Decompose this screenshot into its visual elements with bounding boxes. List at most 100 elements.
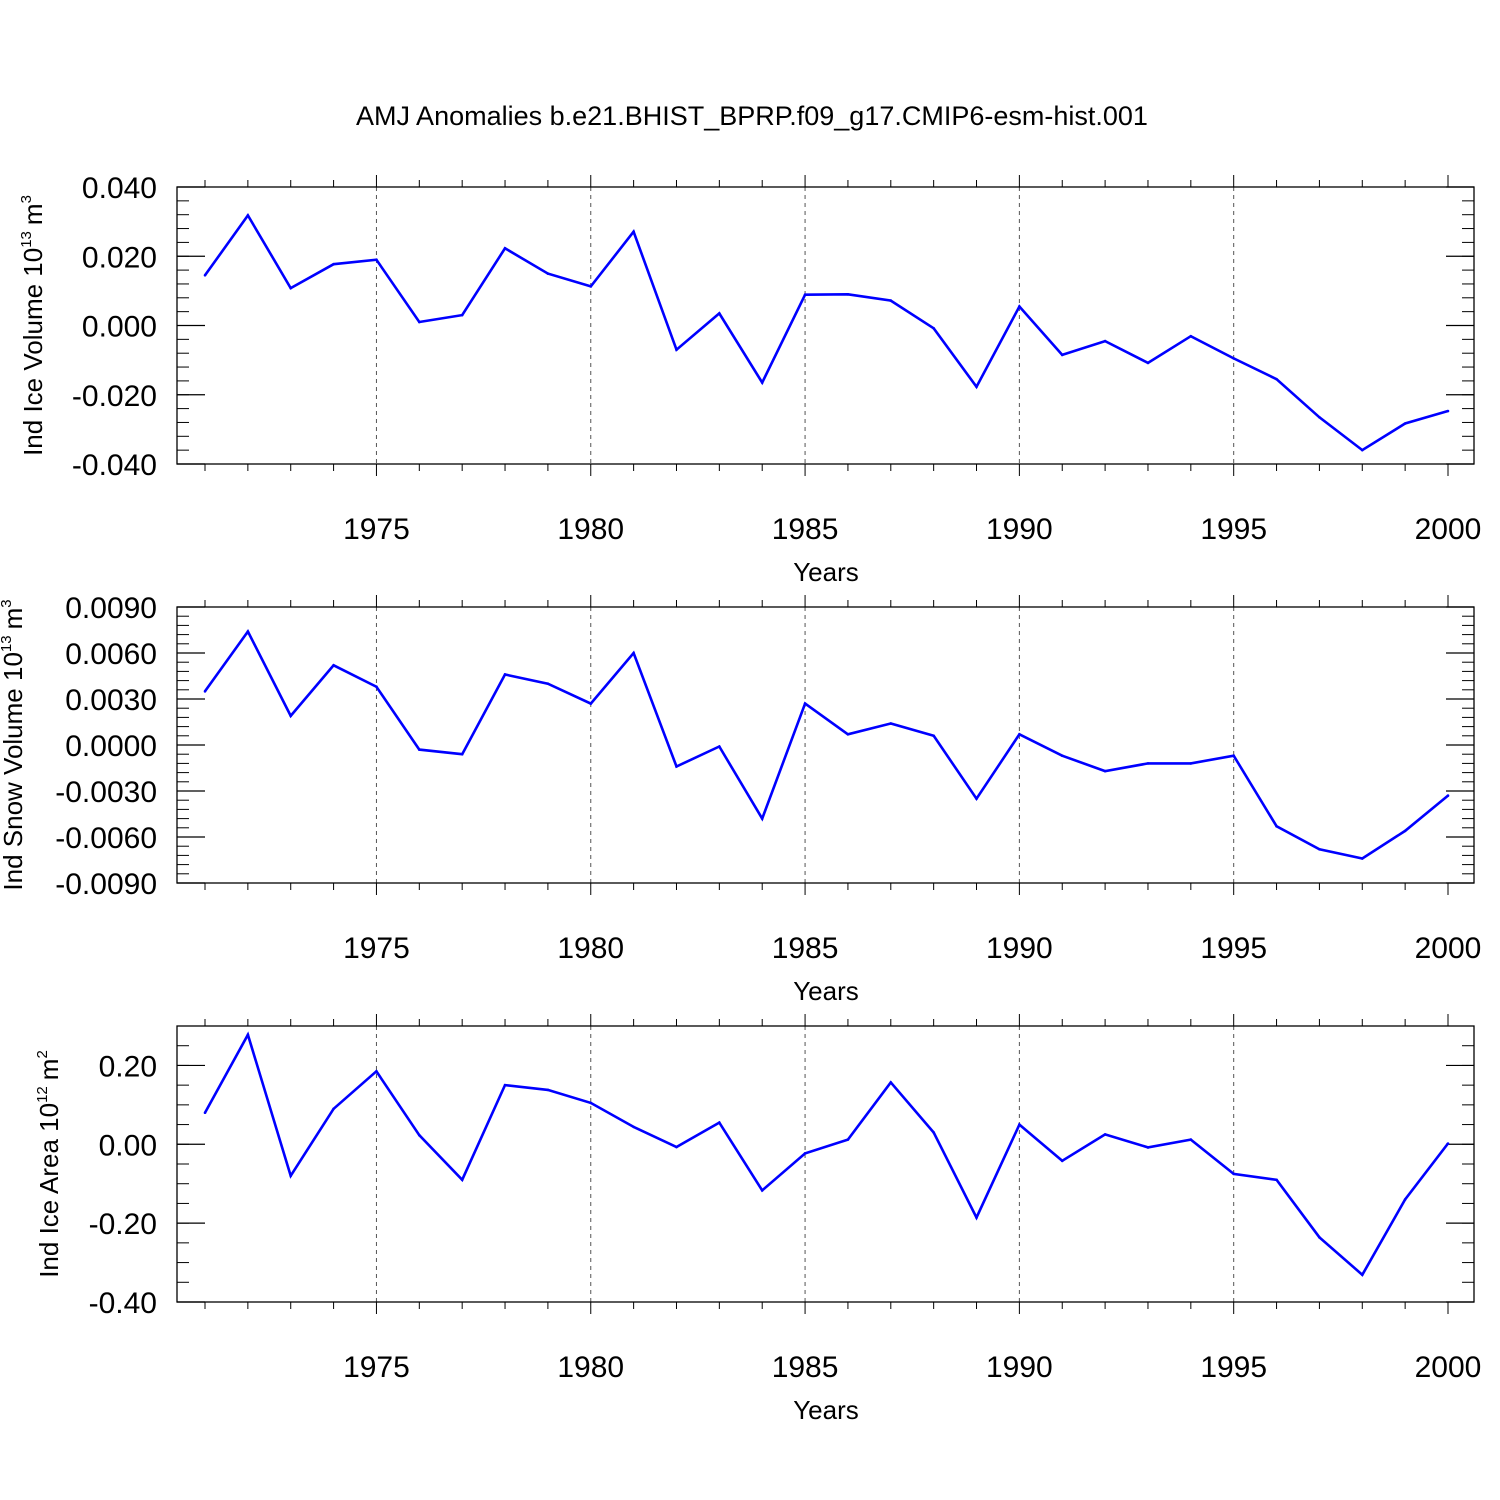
- y-axis-label-text: Ind Ice Area 10: [34, 1103, 64, 1278]
- data-point: [589, 702, 593, 705]
- data-point: [332, 1107, 335, 1111]
- data-point: [803, 702, 807, 705]
- y-tick-label: 0.040: [82, 172, 157, 205]
- x-tick-label: 1990: [986, 513, 1053, 546]
- data-point: [889, 299, 893, 302]
- data-point: [1403, 829, 1407, 833]
- data-point: [589, 285, 593, 288]
- data-point: [546, 682, 550, 685]
- y-tick-label: -0.20: [89, 1208, 157, 1241]
- data-point: [632, 651, 635, 655]
- y-tick-label: 0.20: [99, 1050, 157, 1083]
- data-point: [975, 385, 978, 389]
- y-tick-label: 0.0030: [65, 684, 157, 717]
- x-tick-label: 1980: [557, 1351, 624, 1384]
- data-point: [1232, 754, 1235, 758]
- y-tick-label: -0.0060: [55, 822, 157, 855]
- data-point: [675, 1145, 678, 1149]
- data-point: [375, 685, 378, 689]
- data-point: [289, 1174, 293, 1178]
- data-point: [203, 1111, 207, 1115]
- data-point: [246, 214, 250, 217]
- y-tick-label: -0.0030: [55, 776, 157, 809]
- data-point: [675, 765, 678, 768]
- data-point: [1360, 857, 1364, 860]
- series-line: [203, 629, 1449, 860]
- data-point: [803, 293, 807, 296]
- data-point: [1018, 732, 1021, 736]
- data-point: [460, 313, 464, 317]
- data-point: [246, 630, 250, 633]
- data-point: [503, 673, 507, 676]
- chart-panel-2: -0.0090 -0.0060 -0.0030 0.0000 0.0030 0.0060 0…: [0, 592, 1481, 1006]
- data-point: [1275, 1178, 1278, 1182]
- x-tick-label: 1990: [986, 1351, 1053, 1384]
- data-point: [203, 690, 207, 693]
- x-tick-label: 2000: [1415, 513, 1482, 546]
- data-point: [632, 230, 635, 233]
- data-point: [760, 1189, 764, 1192]
- data-point: [589, 1101, 593, 1105]
- data-point: [332, 262, 335, 266]
- data-point: [203, 273, 207, 277]
- data-point: [546, 272, 550, 275]
- y-axis-label-unit: m: [0, 608, 28, 630]
- data-point: [718, 312, 721, 315]
- x-tick-label: 1995: [1200, 1351, 1267, 1384]
- x-tick-label: 1975: [343, 932, 410, 965]
- data-point: [1275, 377, 1278, 381]
- data-point: [846, 732, 850, 736]
- x-axis-label: Years: [793, 1395, 859, 1425]
- data-point: [932, 326, 935, 330]
- data-point: [1360, 1273, 1364, 1277]
- data-point: [1060, 1159, 1064, 1163]
- data-point: [1146, 1146, 1150, 1149]
- x-tick-label: 1985: [772, 1351, 839, 1384]
- x-tick-label: 1985: [772, 932, 839, 965]
- x-tick-label: 1980: [557, 932, 624, 965]
- data-point: [289, 714, 293, 718]
- data-point: [1275, 824, 1278, 828]
- x-axis-label: Years: [793, 976, 859, 1006]
- y-axis-label: Ind Ice Area 1012 m2: [34, 1050, 64, 1278]
- data-point: [932, 1131, 935, 1134]
- data-point: [1232, 1172, 1235, 1176]
- data-point: [460, 752, 464, 756]
- x-tick-label: 1975: [343, 1351, 410, 1384]
- x-tick-label: 2000: [1415, 1351, 1482, 1384]
- x-tick-label: 1990: [986, 932, 1053, 965]
- data-point: [932, 734, 935, 738]
- chart-title: AMJ Anomalies b.e21.BHIST_BPRP.f09_g17.C…: [356, 101, 1148, 131]
- data-point: [1446, 1142, 1450, 1145]
- y-tick-label: 0.00: [99, 1129, 157, 1162]
- data-point: [1146, 762, 1150, 765]
- data-point: [1103, 339, 1107, 343]
- data-point: [1018, 305, 1021, 308]
- data-point: [1060, 353, 1064, 357]
- y-tick-label: 0.0060: [65, 638, 157, 671]
- data-point: [675, 348, 678, 352]
- data-point: [375, 258, 378, 262]
- data-point: [1318, 1236, 1321, 1239]
- y-axis-label-text: Ind Ice Volume 10: [18, 248, 48, 456]
- data-point: [1189, 334, 1193, 338]
- data-point: [503, 246, 507, 250]
- plot-frame: [176, 186, 1475, 465]
- data-point: [889, 722, 893, 725]
- data-point: [889, 1081, 893, 1084]
- data-point: [1318, 847, 1321, 851]
- data-point: [1103, 1133, 1107, 1136]
- data-point: [1403, 422, 1407, 425]
- x-tick-label: 1975: [343, 513, 410, 546]
- y-tick-label: -0.020: [72, 380, 157, 413]
- data-point: [1146, 361, 1150, 365]
- data-point: [1189, 1138, 1193, 1141]
- x-axis-label: Years: [793, 557, 859, 587]
- y-tick-label: 0.0090: [65, 592, 157, 625]
- plot-frame: [176, 1025, 1475, 1303]
- y-axis-label-unit-exponent: 2: [34, 1050, 51, 1058]
- data-point: [1103, 769, 1107, 773]
- y-tick-label: -0.040: [72, 449, 157, 482]
- y-axis-label-exponent: 13: [18, 231, 35, 248]
- data-point: [418, 748, 421, 751]
